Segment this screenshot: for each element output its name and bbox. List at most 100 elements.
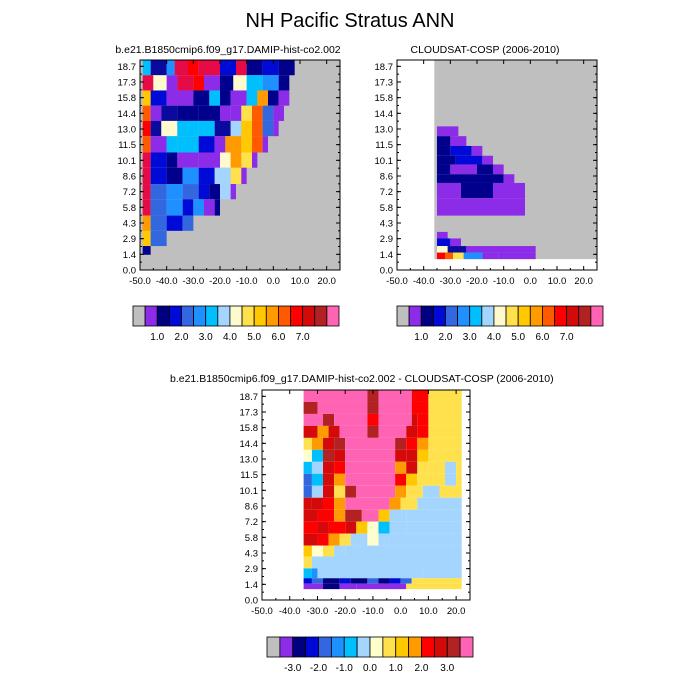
- heatmap-cell: [150, 152, 167, 168]
- colorbar-box: [446, 636, 461, 658]
- heatmap-cell: [395, 473, 407, 486]
- colorbar-label: 4.0: [487, 332, 501, 343]
- heatmap-cell: [193, 199, 204, 216]
- heatmap-cell: [150, 90, 167, 106]
- heatmap-cell: [177, 75, 194, 91]
- heatmap-cell: [257, 90, 268, 106]
- heatmap-cell: [198, 120, 215, 137]
- heatmap-cell: [142, 215, 151, 231]
- heatmap-cell: [345, 485, 357, 498]
- heatmap-cell: [198, 105, 220, 121]
- heatmap-cell: [334, 461, 346, 474]
- colorbar-box: [408, 305, 422, 327]
- y-tick-label: 18.7: [240, 392, 259, 403]
- heatmap-cell: [150, 167, 167, 185]
- heatmap-cell: [439, 485, 462, 498]
- heatmap-cell: [437, 252, 445, 260]
- heatmap-cell: [428, 437, 462, 450]
- heatmap-cell: [482, 155, 493, 165]
- heatmap-cell: [389, 497, 401, 510]
- heatmap-cell: [303, 583, 324, 590]
- y-tick-label: 11.5: [118, 140, 136, 151]
- x-tick-label: -10.0: [236, 276, 258, 287]
- colorbar-box: [369, 636, 384, 658]
- colorbar-box: [566, 305, 580, 327]
- colorbar-label: 2.0: [175, 332, 189, 343]
- heatmap-cell: [311, 485, 324, 498]
- heatmap-cell: [230, 167, 242, 185]
- colorbar-box: [318, 636, 332, 658]
- heatmap-cell: [220, 184, 231, 200]
- heatmap-cell: [252, 136, 263, 153]
- heatmap-cell: [328, 521, 346, 534]
- heatmap-cell: [406, 521, 462, 534]
- heatmap-cell: [356, 521, 368, 534]
- heatmap-cell: [417, 437, 429, 450]
- heatmap-cell: [422, 568, 462, 579]
- heatmap-cell: [220, 105, 231, 121]
- heatmap-cell: [406, 485, 423, 498]
- colorbar-label: 3.0: [199, 332, 213, 343]
- heatmap-cell: [447, 246, 467, 253]
- y-tick-label: 2.9: [380, 234, 393, 245]
- y-tick-label: 15.8: [118, 93, 137, 104]
- heatmap-cell: [246, 60, 263, 76]
- heatmap-cell: [303, 578, 312, 584]
- heatmap-cell: [166, 167, 183, 185]
- heatmap-cell: [437, 246, 448, 253]
- x-tick-label: -10.0: [493, 276, 515, 287]
- heatmap-cell: [198, 60, 220, 76]
- heatmap-cell: [339, 578, 351, 584]
- y-tick-label: 18.7: [375, 62, 394, 73]
- x-tick-label: 20.0: [317, 276, 336, 287]
- heatmap-cell: [230, 90, 247, 106]
- heatmap-cell: [311, 449, 324, 462]
- colorbar-box: [396, 305, 410, 327]
- heatmap-cell: [471, 145, 483, 156]
- heatmap-cell: [367, 578, 379, 584]
- heatmap-cell: [311, 497, 324, 510]
- heatmap-cell: [406, 583, 462, 590]
- heatmap-cell: [450, 145, 472, 156]
- colorbar-box: [144, 305, 158, 327]
- y-tick-label: 4.3: [380, 218, 393, 229]
- y-tick-label: 14.4: [118, 109, 137, 120]
- heatmap-cell: [503, 174, 515, 183]
- x-tick-label: 20.0: [447, 606, 466, 617]
- heatmap-cell: [193, 75, 204, 91]
- plot-frame: [396, 59, 598, 271]
- heatmap-cell: [252, 120, 263, 137]
- y-tick-label: 11.5: [375, 140, 393, 151]
- heatmap-cell: [428, 413, 462, 426]
- heatmap-cell: [142, 230, 151, 247]
- heatmap-cell: [317, 568, 423, 579]
- heatmap-cell: [303, 545, 312, 557]
- colorbar-box: [578, 305, 592, 327]
- heatmap-cell: [311, 437, 324, 450]
- colorbar-box: [343, 636, 358, 658]
- heatmap-cell: [389, 578, 401, 584]
- heatmap-cell: [428, 449, 462, 462]
- colorbar-box: [457, 305, 471, 327]
- y-tick-label: 5.8: [245, 533, 258, 544]
- heatmap-cell: [177, 152, 199, 168]
- heatmap-cell: [177, 120, 199, 137]
- heatmap-cell: [361, 509, 379, 522]
- heatmap-cell: [367, 533, 379, 546]
- heatmap-cell: [198, 184, 210, 200]
- heatmap-cell: [246, 90, 258, 106]
- y-tick-label: 17.3: [240, 407, 259, 418]
- heatmap-cell: [317, 401, 368, 414]
- heatmap-cell: [142, 75, 154, 91]
- heatmap-cell: [262, 136, 268, 153]
- colorbar-box: [554, 305, 568, 327]
- colorbar-label: 1.0: [389, 663, 403, 674]
- heatmap-cell: [142, 136, 151, 153]
- y-tick-label: 7.2: [245, 517, 258, 528]
- colorbar-box: [505, 305, 519, 327]
- heatmap-cell: [323, 473, 335, 486]
- heatmap-cell: [428, 425, 462, 438]
- heatmap-cell: [323, 413, 335, 426]
- heatmap-cell: [209, 90, 220, 106]
- heatmap-cell: [378, 521, 390, 534]
